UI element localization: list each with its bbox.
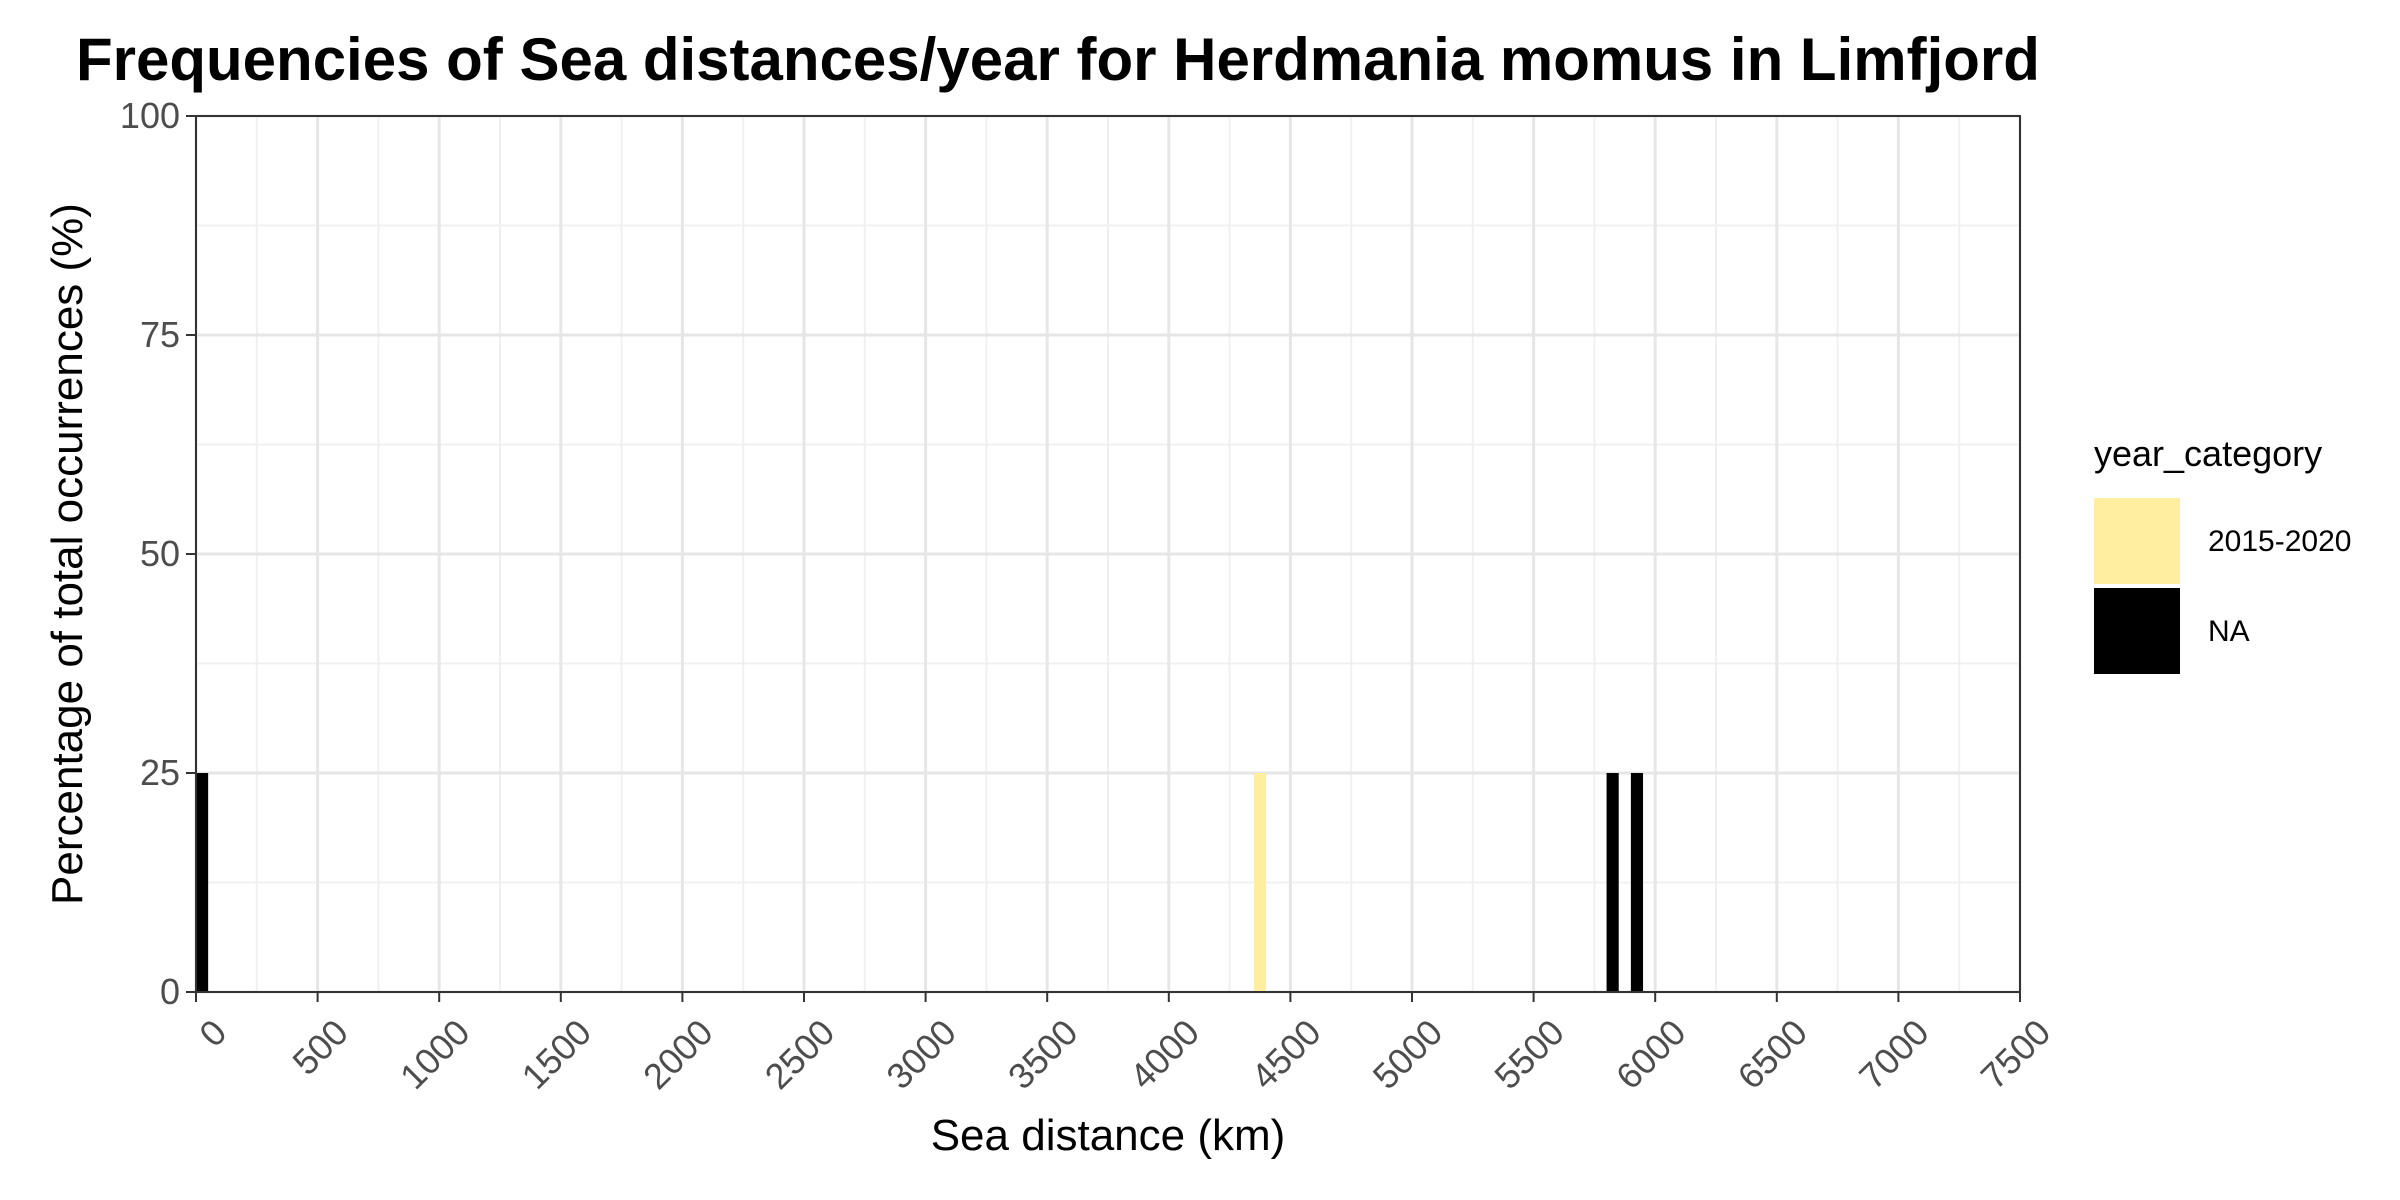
bar-2015-2020 (1253, 773, 1267, 992)
chart-title: Frequencies of Sea distances/year for He… (76, 26, 2040, 93)
x-tick-label: 5500 (1486, 1011, 1572, 1097)
legend-key (2094, 498, 2180, 584)
x-tick-label: 7000 (1851, 1011, 1937, 1097)
x-tick-label: 4000 (1122, 1011, 1208, 1097)
x-tick-label: 2000 (635, 1011, 721, 1097)
x-tick-label: 7500 (1973, 1011, 2059, 1097)
x-tick-label: 1000 (392, 1011, 478, 1097)
legend-label: NA (2208, 615, 2250, 648)
legend-key (2094, 588, 2180, 674)
bar-na (196, 773, 209, 992)
x-tick-label: 4500 (1243, 1011, 1329, 1097)
legend-label: 2015-2020 (2208, 525, 2351, 558)
y-axis: 0 25 50 75 100 (120, 95, 196, 1012)
y-axis-title: Percentage of total occurrences (%) (43, 203, 92, 905)
x-tick-label: 2500 (757, 1011, 843, 1097)
bars (196, 773, 1644, 992)
y-tick-label: 50 (140, 533, 180, 574)
x-tick-label: 3000 (878, 1011, 964, 1097)
y-tick-label: 0 (160, 971, 180, 1012)
x-tick-label: 1500 (514, 1011, 600, 1097)
bar-na (1606, 773, 1619, 992)
x-tick-label: 6000 (1608, 1011, 1694, 1097)
bar-na (1630, 773, 1644, 992)
x-tick-label: 5000 (1365, 1011, 1451, 1097)
x-tick-label: 0 (191, 1011, 234, 1054)
y-tick-label: 75 (140, 314, 180, 355)
y-tick-label: 25 (140, 752, 180, 793)
legend: year_category 2015-2020 NA (2094, 433, 2351, 674)
x-tick-label: 3500 (1000, 1011, 1086, 1097)
x-axis-title: Sea distance (km) (931, 1111, 1286, 1160)
x-tick-label: 500 (284, 1011, 355, 1082)
grid (194, 114, 2022, 994)
x-tick-label: 6500 (1730, 1011, 1816, 1097)
y-tick-label: 100 (120, 95, 180, 136)
x-axis: 0 500 1000 1500 2000 2500 3000 3500 4000 4500 5000… (191, 992, 2058, 1097)
legend-title: year_category (2094, 433, 2322, 474)
